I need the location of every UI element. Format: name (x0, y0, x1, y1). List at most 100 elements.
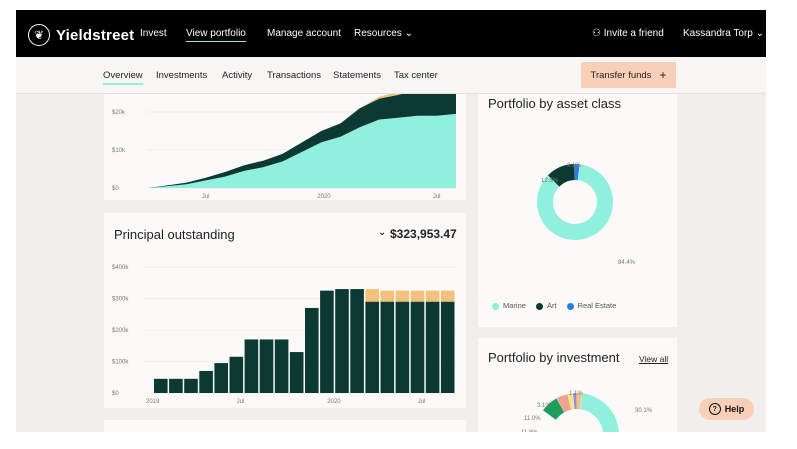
invite-friend-link[interactable]: ⚇ Invite a friend (592, 28, 664, 39)
help-label: Help (724, 404, 745, 414)
plus-icon: + (659, 68, 667, 82)
principal-bar (259, 339, 274, 393)
invite-label: Invite a friend (603, 28, 664, 39)
chevron-down-icon: ⌄ (755, 28, 765, 39)
x-tick-label: Jul (237, 399, 245, 405)
transfer-funds-button[interactable]: Transfer funds + (581, 62, 676, 88)
sub-nav: Overview Investments Activity Transactio… (16, 57, 766, 94)
portfolio-value-card: $20k $10k $0 Jul 2020 Jul (104, 76, 466, 200)
logo[interactable]: ❦ Yieldstreet (28, 24, 134, 46)
asset-class-title: Portfolio by asset class (488, 96, 621, 111)
principal-bar-chart: $400k $300k $200k $100k $0 2019 Jul 2020 Jul (112, 265, 456, 405)
chevron-down-icon[interactable]: ⌄ (378, 227, 387, 238)
principal-outstanding-card: Principal outstanding ⌄ $323,953.47 $400… (104, 213, 466, 408)
principal-bar (410, 301, 425, 393)
slice-label: 84.4% (618, 260, 636, 266)
principal-bar (184, 378, 198, 393)
help-button[interactable]: ? Help (699, 398, 754, 420)
principal-bar (199, 370, 213, 393)
principal-bar (214, 363, 228, 393)
investment-slice (556, 394, 572, 413)
tab-activity[interactable]: Activity (222, 70, 253, 81)
asset-class-card: Portfolio by asset class 2.1% 12.5% 84.4% … (478, 94, 677, 327)
principal-bar (169, 378, 183, 393)
tab-statements[interactable]: Statements (333, 70, 382, 81)
slice-label: 11.8% (521, 430, 538, 432)
principal-bar-segment (440, 290, 455, 302)
slice-label: 3.1% (537, 403, 551, 409)
nav-view-portfolio[interactable]: View portfolio (186, 28, 246, 42)
user-name: Kassandra Torp (683, 28, 753, 39)
slice-label: 12.5% (541, 178, 559, 184)
x-tick-label: Jul (202, 194, 210, 200)
gift-icon: ⚇ (592, 28, 601, 39)
marine-area (148, 113, 456, 188)
investment-slice (579, 393, 619, 432)
next-card (104, 420, 466, 432)
investment-title: Portfolio by investment (488, 350, 620, 365)
investment-card: Portfolio by investment View all 1.1% 3.1… (478, 338, 677, 432)
principal-bar-segment (410, 290, 425, 302)
slice-label: 1.1% (569, 391, 583, 397)
investment-donut: 1.1% 3.1% 11.0% 11.8% 30.1% (521, 391, 653, 432)
principal-bar (229, 356, 244, 393)
y-tick-label: $0 (112, 391, 119, 397)
chevron-down-icon: ⌄ (404, 28, 413, 39)
legend-label: Marine (503, 301, 526, 310)
y-tick-label: $200k (112, 328, 129, 334)
marine-slice (537, 164, 613, 240)
principal-bar-segment (395, 290, 410, 302)
top-nav: ❦ Yieldstreet Invest View portfolio Mana… (16, 10, 766, 57)
principal-bar (440, 301, 455, 393)
legend-item-art: Art (535, 301, 557, 310)
principal-bar-segment (425, 290, 440, 302)
leaf-logo-icon: ❦ (28, 24, 50, 46)
principal-value: $323,953.47 (390, 227, 457, 241)
principal-bar (380, 301, 395, 393)
principal-bar (289, 352, 304, 393)
nav-manage-account[interactable]: Manage account (267, 28, 341, 39)
nav-resources-label: Resources (354, 28, 402, 39)
principal-bar (425, 301, 440, 393)
asset-class-legend: Marine Art Real Estate (492, 301, 616, 310)
x-tick-label: Jul (433, 194, 441, 200)
y-tick-label: $20k (112, 110, 126, 116)
tab-transactions[interactable]: Transactions (267, 70, 322, 81)
principal-bar (305, 307, 319, 393)
slice-label: 2.1% (567, 163, 581, 169)
principal-bar (320, 290, 334, 393)
principal-bar (365, 301, 379, 393)
principal-bar-segment (365, 289, 379, 302)
principal-bar (395, 301, 410, 393)
art-area (148, 83, 456, 188)
nav-resources[interactable]: Resources ⌄ (354, 28, 413, 39)
view-all-link[interactable]: View all (639, 354, 669, 364)
principal-title: Principal outstanding (114, 227, 235, 242)
y-tick-label: $0 (112, 186, 119, 192)
investment-slice (543, 398, 565, 421)
slice-label: 11.0% (524, 416, 541, 422)
asset-class-donut: 2.1% 12.5% 84.4% (537, 163, 636, 266)
x-tick-label: 2019 (146, 399, 160, 405)
y-tick-label: $300k (112, 297, 129, 303)
principal-bar (154, 378, 168, 393)
tab-investments[interactable]: Investments (156, 70, 208, 81)
principal-bar (274, 339, 289, 393)
legend-label: Art (546, 301, 557, 310)
question-icon: ? (708, 403, 721, 415)
x-tick-label: 2020 (327, 399, 341, 405)
principal-bar (244, 339, 259, 393)
principal-bar (335, 289, 349, 393)
investment-slice (567, 393, 575, 410)
app-frame: ❦ Yieldstreet Invest View portfolio Mana… (16, 10, 766, 432)
principal-bar-segment (380, 290, 395, 302)
tab-tax-center[interactable]: Tax center (394, 70, 438, 81)
user-menu[interactable]: Kassandra Torp ⌄ (683, 28, 764, 39)
art-slice (547, 164, 576, 187)
principal-bar (350, 289, 364, 393)
x-tick-label: Jul (418, 399, 426, 405)
tab-overview[interactable]: Overview (103, 70, 143, 85)
nav-invest[interactable]: Invest (140, 28, 167, 39)
portfolio-value-chart: $20k $10k $0 Jul 2020 Jul (112, 76, 456, 200)
brand-name: Yieldstreet (56, 26, 135, 44)
